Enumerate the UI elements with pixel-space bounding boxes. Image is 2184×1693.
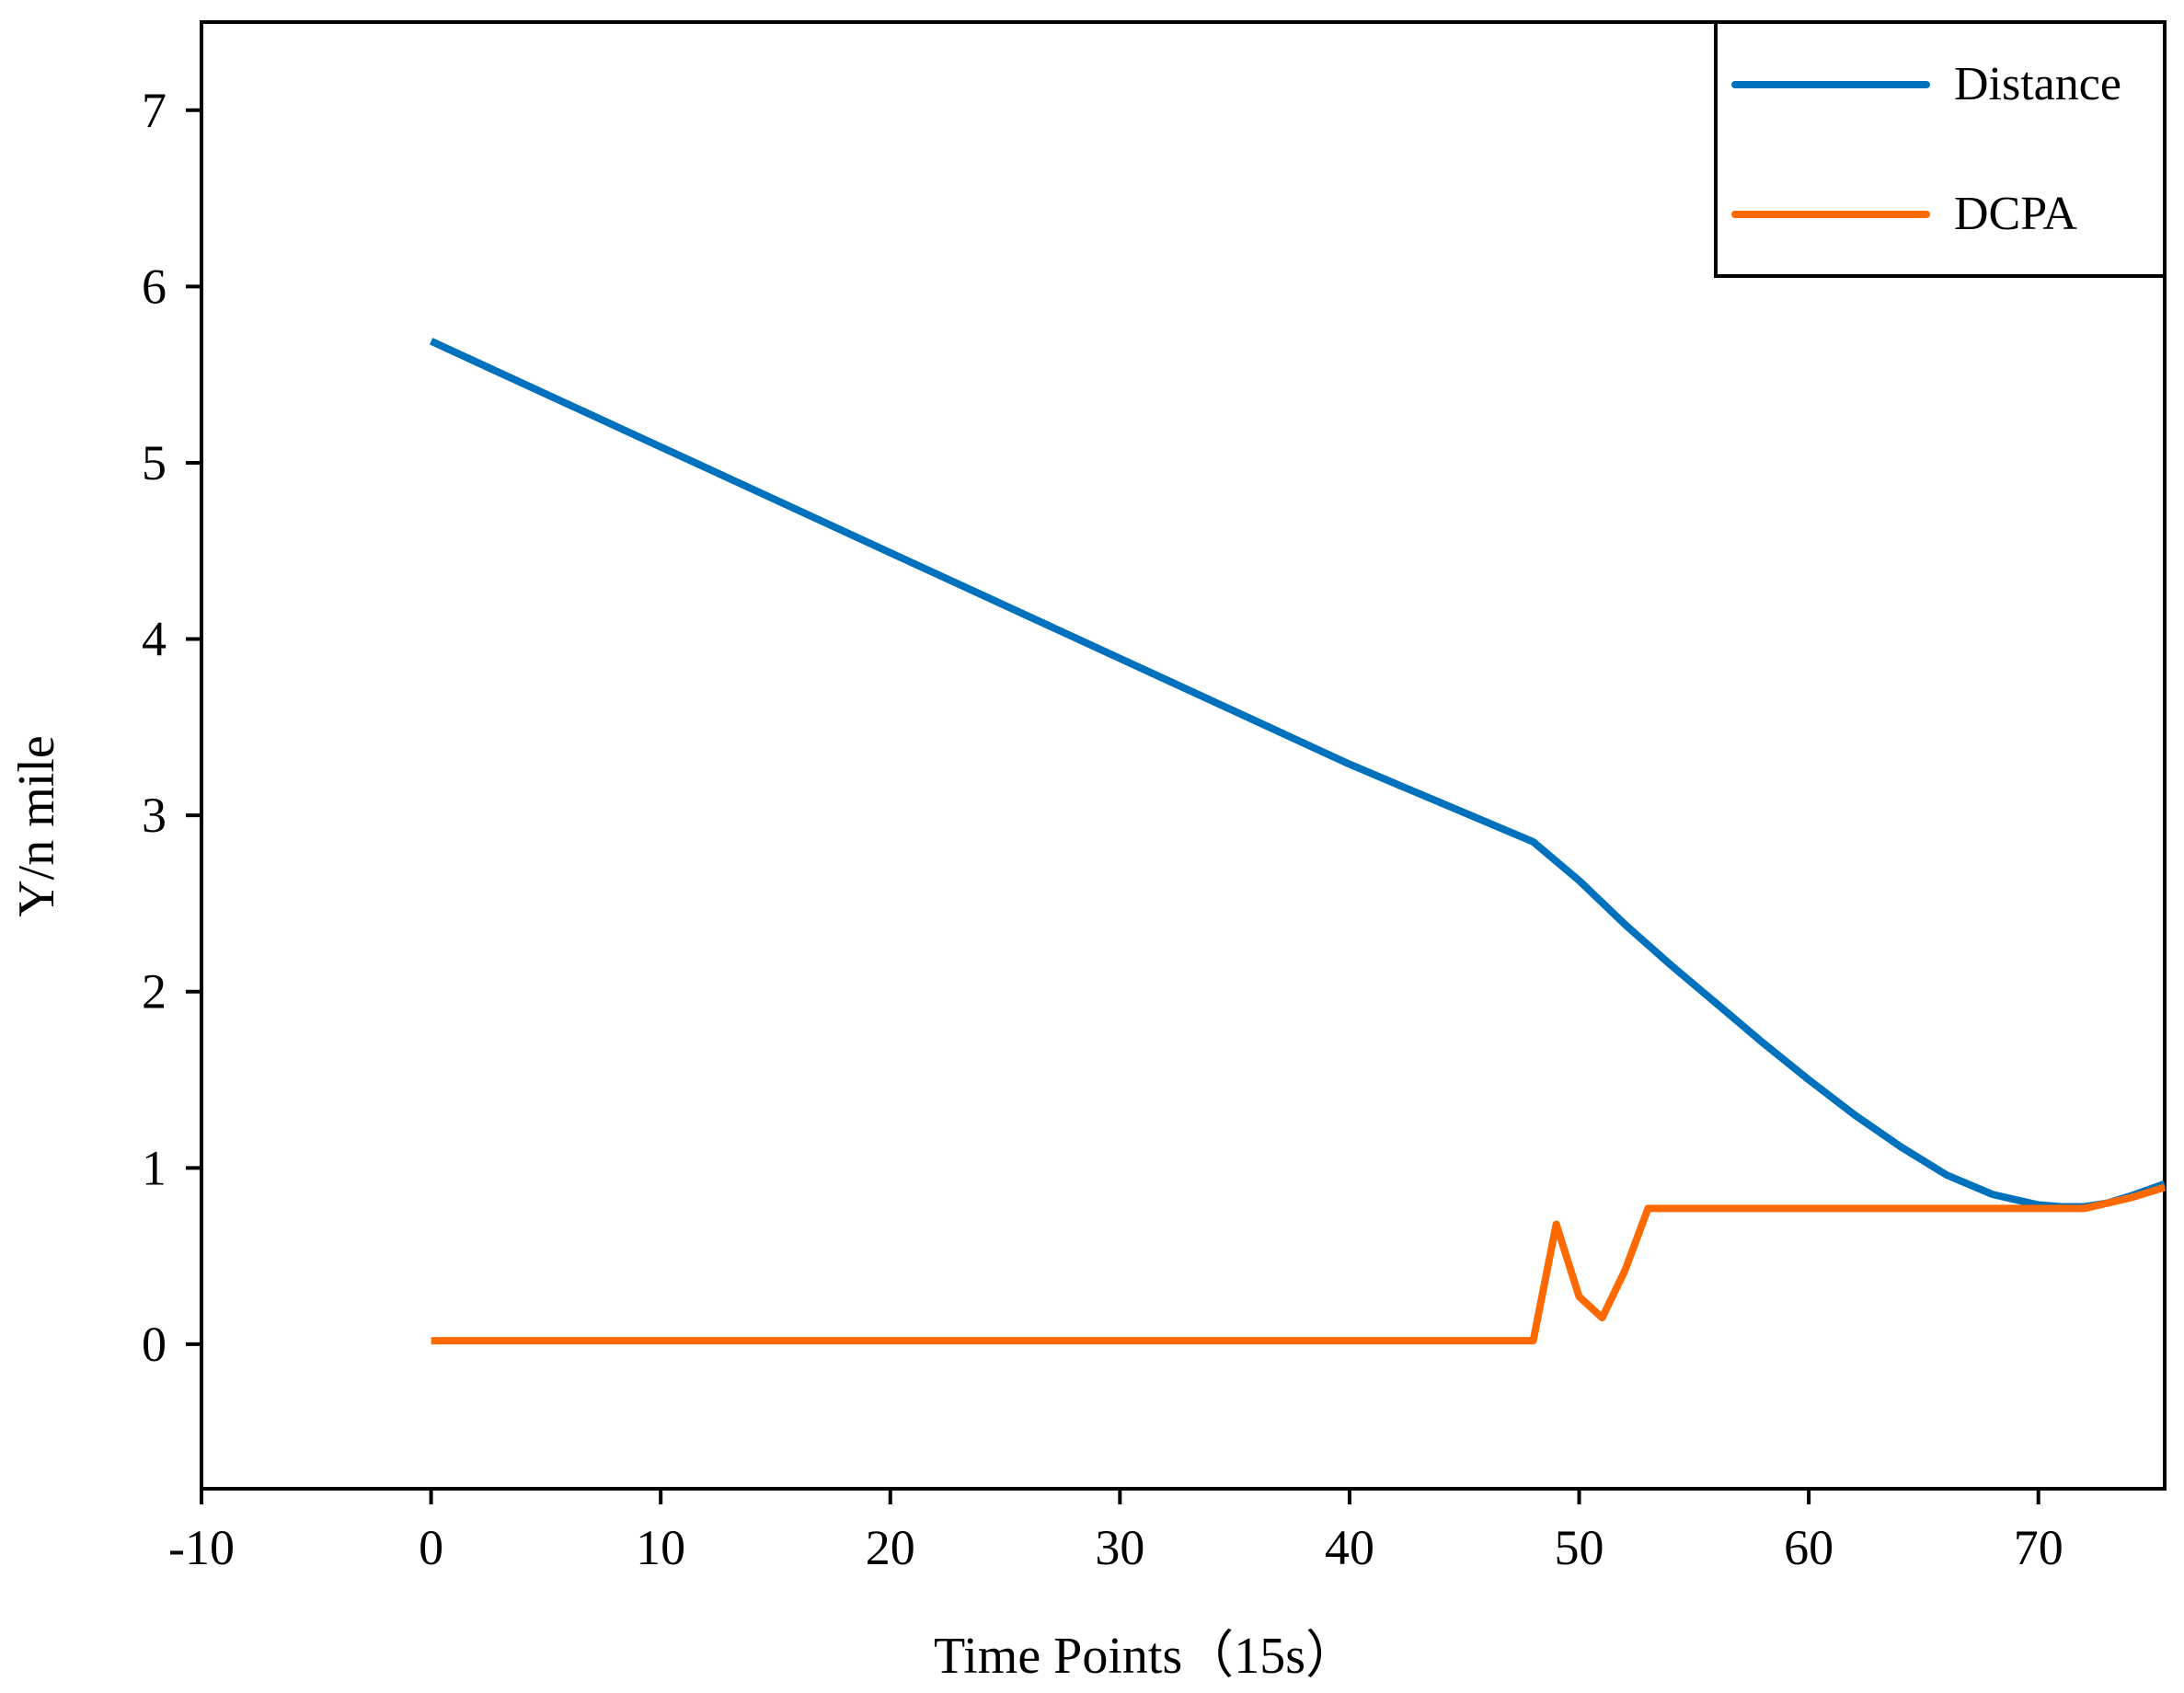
y-tick-label: 5 xyxy=(142,435,167,490)
series-line-dcpa xyxy=(431,1183,2167,1345)
y-tick-label: 4 xyxy=(142,612,167,667)
x-tick-label: 60 xyxy=(1784,1520,1833,1575)
series-layer xyxy=(429,338,2167,1345)
x-tick-label: 70 xyxy=(2014,1520,2063,1575)
y-tick-label: 6 xyxy=(142,259,167,314)
x-tick-label: 40 xyxy=(1325,1520,1374,1575)
x-axis-label: Time Points（15s） xyxy=(934,1628,1357,1685)
x-tick-label: 30 xyxy=(1095,1520,1144,1575)
x-tick-label: 50 xyxy=(1555,1520,1604,1575)
x-tick-label: 10 xyxy=(636,1520,685,1575)
y-tick-label: 1 xyxy=(142,1140,167,1195)
legend: Distance DCPA xyxy=(1714,20,2167,278)
y-tick-label: 3 xyxy=(142,788,167,843)
x-axis-ticks: -10 0 10 20 30 40 50 60 70 xyxy=(168,1489,2063,1575)
y-axis-label: Y/n mile xyxy=(8,735,65,917)
y-tick-label: 0 xyxy=(142,1317,167,1372)
plot-area xyxy=(200,20,2167,1491)
y-tick-label: 2 xyxy=(142,964,167,1019)
legend-label-distance: Distance xyxy=(1954,58,2121,110)
legend-label-dcpa: DCPA xyxy=(1954,188,2077,240)
legend-box xyxy=(1714,20,2167,278)
y-axis-ticks: 0 1 2 3 4 5 6 7 xyxy=(142,83,201,1372)
x-tick-label: 0 xyxy=(419,1520,443,1575)
x-tick-label: 20 xyxy=(866,1520,915,1575)
series-line-distance xyxy=(429,338,2167,1211)
x-tick-label: -10 xyxy=(168,1520,235,1575)
y-tick-label: 7 xyxy=(142,83,167,138)
